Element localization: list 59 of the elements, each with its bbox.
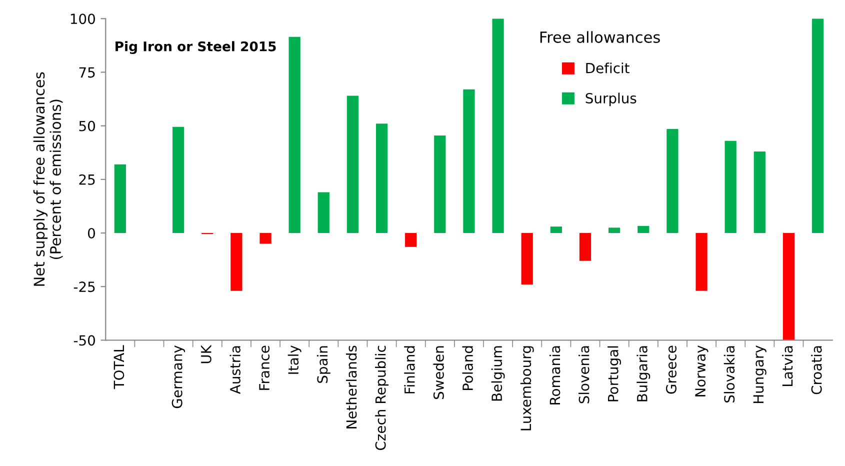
y-tick-label: 75 — [79, 67, 95, 78]
x-tick-label: Finland — [404, 346, 415, 394]
bar — [405, 233, 417, 247]
y-tick-label: 25 — [79, 174, 95, 185]
bar — [114, 164, 126, 233]
bar — [346, 96, 359, 233]
bar — [434, 135, 446, 233]
x-tick-label: Belgium — [491, 346, 505, 401]
bar — [696, 233, 708, 291]
x-tick-label: France — [259, 346, 270, 390]
bar — [579, 233, 592, 261]
bar — [230, 233, 242, 291]
bar — [754, 152, 766, 233]
y-tick-label: -25 — [74, 282, 95, 292]
bar — [260, 233, 272, 244]
legend-label: Deficit — [586, 62, 630, 74]
x-tick-label: Spain — [316, 346, 330, 383]
bar — [521, 233, 533, 284]
bar — [608, 228, 620, 233]
bar — [288, 36, 300, 233]
legend-title: Free allowances — [540, 31, 660, 43]
x-tick-label: Germany — [172, 345, 186, 408]
x-tick-label: Czech Republic — [375, 346, 388, 450]
bar — [463, 89, 475, 233]
y-tick-label: 100 — [70, 14, 95, 24]
text: Pig Iron or Steel 2015 — [116, 41, 276, 54]
bar — [724, 140, 736, 233]
x-tick-label: TOTAL — [114, 345, 124, 390]
bar — [666, 129, 678, 233]
bar — [782, 233, 795, 340]
x-tick-label: Romania — [549, 346, 560, 404]
bar — [638, 226, 650, 233]
x-tick-label: Norway — [695, 345, 708, 396]
x-tick-label: Netherlands — [346, 346, 357, 428]
y-tick-label: 0 — [88, 228, 95, 238]
bar — [812, 18, 824, 233]
x-tick-label: Croatia — [811, 346, 822, 394]
bar — [376, 124, 388, 233]
bar — [318, 192, 330, 233]
x-tick-label: Italy — [288, 345, 302, 374]
y-axis-title: Net supply of free allowances (Percent of emissions) — [33, 72, 63, 286]
x-tick-label: Austria — [230, 346, 240, 394]
x-tick-label: Slovakia — [724, 346, 735, 402]
y-tick-label: -50 — [74, 335, 95, 346]
bar — [550, 226, 562, 233]
bar — [492, 18, 504, 233]
x-tick-label: Portugal — [608, 346, 622, 402]
x-tick-label: Poland — [462, 346, 474, 390]
x-tick-label: Hungary — [753, 345, 766, 403]
x-tick-label: Latvia — [782, 346, 793, 386]
x-tick-label: UK — [201, 344, 212, 364]
y-tick-label: 50 — [79, 120, 95, 132]
x-tick-label: Sweden — [433, 346, 444, 400]
x-tick-label: Slovenia — [578, 346, 590, 404]
bar — [172, 126, 184, 233]
x-tick-label: Greece — [666, 346, 676, 394]
legend-label: Surplus — [586, 92, 636, 106]
x-tick-label: Luxembourg — [520, 346, 534, 430]
x-tick-label: Bulgaria — [636, 346, 650, 402]
